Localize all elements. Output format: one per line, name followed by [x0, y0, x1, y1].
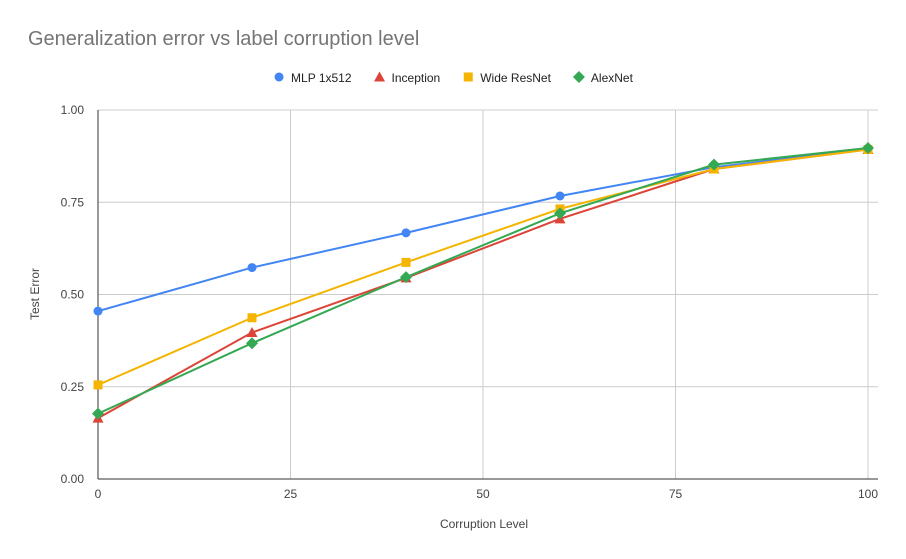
legend-item-alexnet: AlexNet	[572, 71, 634, 85]
series-line-mlp-1x512	[97, 147, 869, 313]
y-tick-label: 0.00	[61, 472, 85, 486]
legend-marker	[463, 72, 473, 82]
data-point-wide-resnet	[247, 313, 257, 323]
data-point-mlp-1x512	[93, 306, 103, 316]
data-point-alexnet	[862, 142, 874, 155]
series-line-alexnet	[97, 147, 869, 415]
x-tick-label: 50	[476, 487, 490, 501]
x-axis-label: Corruption Level	[440, 517, 528, 531]
legend-item-wide-resnet: Wide ResNet	[463, 71, 552, 85]
x-tick-label: 0	[95, 487, 102, 501]
chart-title: Generalization error vs label corruption…	[28, 28, 420, 50]
series-group	[92, 142, 874, 423]
data-point-alexnet	[92, 407, 104, 420]
legend-label: Wide ResNet	[480, 71, 551, 85]
data-point-alexnet	[708, 158, 720, 171]
y-axis-label: Test Error	[28, 268, 42, 320]
data-point-wide-resnet	[401, 257, 411, 267]
legend: MLP 1x512 Inception Wide ResNet AlexNet	[274, 71, 634, 85]
data-point-inception	[246, 327, 258, 338]
legend-label: Inception	[392, 71, 441, 85]
y-tick-label: 0.75	[61, 195, 85, 209]
y-tick-label: 0.50	[61, 288, 85, 302]
legend-marker	[572, 71, 585, 83]
legend-marker	[274, 72, 284, 82]
x-tick-label: 100	[858, 487, 878, 501]
data-point-mlp-1x512	[401, 228, 411, 238]
legend-item-inception: Inception	[374, 71, 440, 85]
data-point-alexnet	[400, 271, 412, 284]
data-point-alexnet	[554, 207, 566, 220]
legend-item-mlp-1x512: MLP 1x512	[274, 71, 352, 85]
data-point-alexnet	[246, 337, 258, 350]
legend-label: AlexNet	[591, 71, 634, 85]
axes: 0.00 0.25 0.50 0.75 1.00 0 25 50 75 100	[61, 103, 879, 501]
data-point-mlp-1x512	[555, 191, 565, 201]
x-tick-label: 25	[284, 487, 298, 501]
series-alexnet	[92, 142, 874, 420]
legend-marker	[374, 71, 386, 82]
y-tick-label: 1.00	[61, 103, 85, 117]
series-line-wide-resnet	[97, 148, 869, 386]
legend-label: MLP 1x512	[291, 71, 352, 85]
data-point-wide-resnet	[93, 380, 103, 390]
data-point-mlp-1x512	[247, 263, 257, 273]
y-tick-label: 0.25	[61, 380, 85, 394]
x-tick-label: 75	[669, 487, 683, 501]
grid-lines	[98, 109, 878, 479]
